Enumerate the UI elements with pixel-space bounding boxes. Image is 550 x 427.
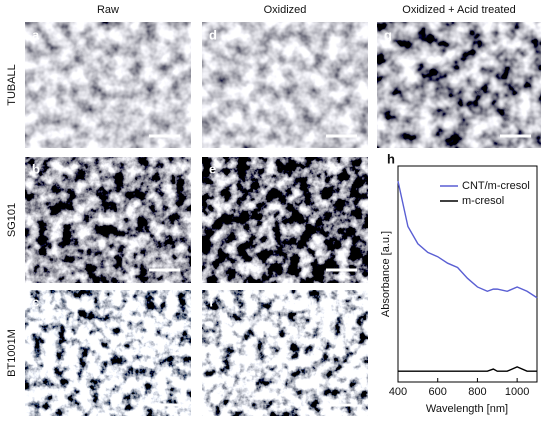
micrograph	[202, 22, 368, 148]
panel-label: h	[387, 151, 395, 166]
panel-label: a	[32, 27, 40, 42]
micrograph	[25, 22, 191, 148]
x-tick-label: 1000	[505, 386, 529, 398]
micrograph	[202, 157, 368, 283]
micrograph	[25, 157, 191, 283]
x-tick-label: 400	[389, 386, 407, 398]
x-tick-label: 800	[468, 386, 486, 398]
panel-label: f	[209, 294, 214, 309]
data-line	[397, 180, 538, 299]
legend-label: CNT/m-cresol	[462, 180, 530, 192]
panel-label: b	[32, 161, 40, 176]
row-label: TUBALL	[6, 64, 18, 106]
panel-label: d	[209, 27, 217, 42]
panel-label: e	[209, 161, 216, 176]
micrograph	[202, 290, 368, 416]
column-header: Raw	[97, 4, 119, 16]
plot-frame	[397, 165, 538, 383]
x-tick-label: 600	[429, 386, 447, 398]
micrograph	[25, 290, 191, 416]
row-label: SG101	[6, 203, 18, 237]
panel-label: g	[384, 27, 392, 42]
x-axis-label: Wavelength [nm]	[426, 403, 508, 415]
column-header: Oxidized	[264, 4, 307, 16]
scale-bars	[149, 134, 531, 407]
panel-label: c	[32, 294, 39, 309]
micrographs	[25, 22, 541, 416]
row-label: BT1001M	[6, 329, 18, 377]
y-axis-label: Absorbance [a.u.]	[380, 231, 392, 317]
data-line	[398, 366, 537, 372]
legend-label: m-cresol	[462, 195, 504, 207]
micrograph	[377, 22, 541, 148]
column-header: Oxidized + Acid treated	[402, 4, 515, 16]
